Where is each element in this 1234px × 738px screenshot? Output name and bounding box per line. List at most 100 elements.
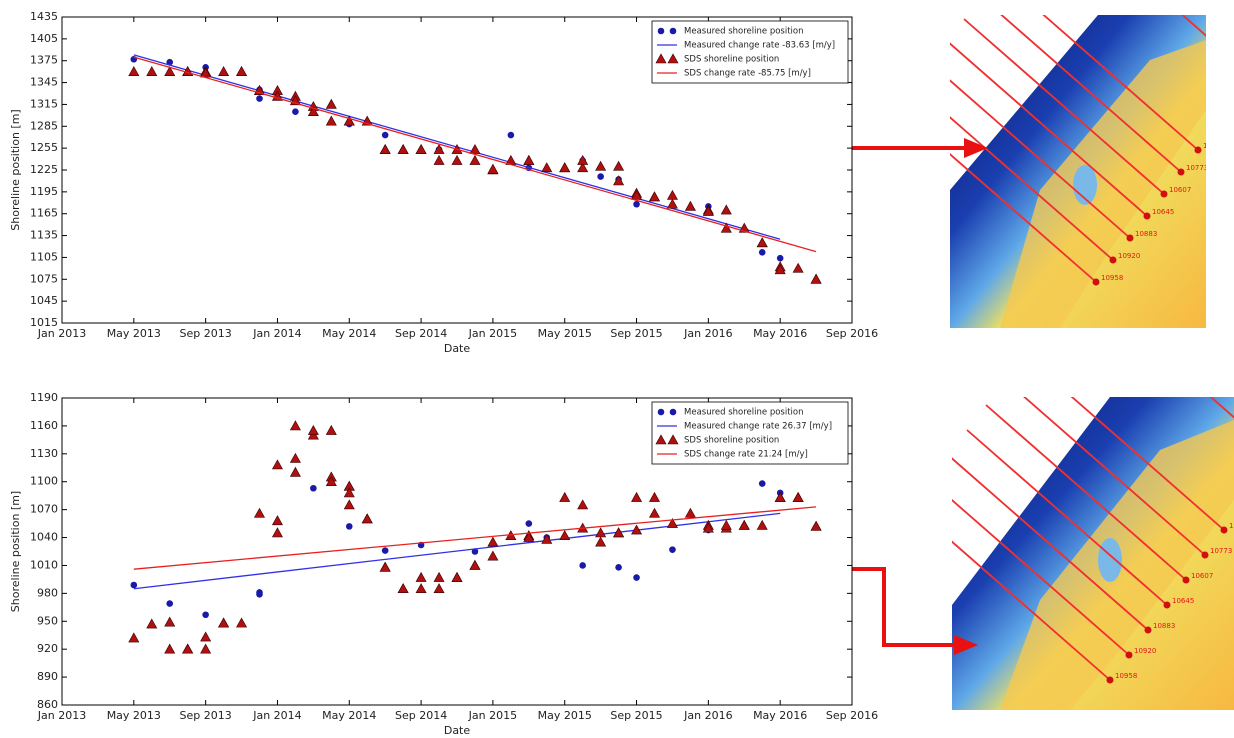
y-tick-label: 1225: [30, 163, 58, 176]
data-point: [615, 564, 622, 571]
transect-end: [1144, 213, 1151, 220]
x-tick-label: Jan 2015: [468, 327, 517, 340]
y-tick-label: 1100: [30, 475, 58, 488]
y-tick-label: 1135: [30, 229, 58, 242]
y-tick-label: 1040: [30, 531, 58, 544]
transect-end: [1127, 235, 1134, 242]
legend-label: SDS shoreline position: [684, 55, 779, 65]
data-point: [256, 95, 263, 102]
legend: Measured shoreline position Measured chan…: [652, 21, 848, 83]
y-axis-label: Shoreline position [m]: [9, 491, 22, 612]
transect-label: 10607: [1169, 186, 1191, 194]
transect-end: [1202, 552, 1209, 559]
data-point: [669, 546, 676, 553]
y-tick-label: 890: [37, 670, 58, 683]
transect-label: 10607: [1191, 572, 1213, 580]
legend: Measured shoreline position Measured chan…: [652, 402, 848, 464]
transect-label: 10883: [1135, 230, 1157, 238]
x-tick-label: Jan 2016: [683, 327, 732, 340]
chart: 1015104510751105113511651195122512551285…: [9, 10, 878, 355]
x-tick-label: Sep 2014: [395, 709, 447, 722]
transect-label: 10958: [1115, 672, 1137, 680]
chart: 8608909209509801010104010701100113011601…: [9, 391, 878, 737]
data-point: [759, 480, 766, 487]
legend-marker: [658, 28, 665, 35]
transect-end: [1221, 527, 1228, 534]
transect-end: [1107, 677, 1114, 684]
x-tick-label: May 2013: [107, 327, 161, 340]
data-point: [256, 591, 263, 598]
data-point: [526, 520, 533, 527]
transect-end: [1183, 577, 1190, 584]
y-tick-label: 1285: [30, 119, 58, 132]
x-tick-label: Jan 2015: [468, 709, 517, 722]
legend-marker: [658, 409, 665, 416]
y-tick-label: 1345: [30, 76, 58, 89]
y-tick-label: 1070: [30, 503, 58, 516]
data-point: [597, 173, 604, 180]
y-tick-label: 950: [37, 614, 58, 627]
y-tick-label: 1045: [30, 294, 58, 307]
y-tick-label: 1130: [30, 447, 58, 460]
y-axis-label: Shoreline position [m]: [9, 109, 22, 230]
transect-end: [1164, 602, 1171, 609]
x-tick-label: Jan 2016: [683, 709, 732, 722]
data-point: [292, 108, 299, 115]
x-tick-label: Sep 2013: [180, 709, 232, 722]
data-point: [579, 562, 586, 569]
transect-label: 10958: [1101, 274, 1123, 282]
y-tick-label: 920: [37, 642, 58, 655]
legend-label: SDS change rate -85.75 [m/y]: [684, 69, 811, 79]
data-point: [382, 132, 389, 139]
legend-label: SDS change rate 21.24 [m/y]: [684, 450, 808, 460]
transect-label: 10920: [1118, 252, 1140, 260]
y-tick-label: 1435: [30, 10, 58, 23]
transect-label: 10773: [1186, 164, 1208, 172]
x-tick-label: Sep 2015: [610, 327, 662, 340]
transect-end: [1161, 191, 1168, 198]
transect-label: 10645: [1172, 597, 1194, 605]
y-tick-label: 1075: [30, 272, 58, 285]
x-tick-label: Jan 2014: [252, 709, 301, 722]
y-tick-label: 980: [37, 586, 58, 599]
transect-label: 10773: [1210, 547, 1232, 555]
data-point: [382, 547, 389, 554]
data-point: [633, 574, 640, 581]
x-tick-label: Jan 2013: [37, 709, 86, 722]
y-tick-label: 1165: [30, 207, 58, 220]
data-point: [310, 485, 317, 492]
data-point: [131, 582, 138, 589]
x-tick-label: May 2016: [753, 327, 807, 340]
legend-marker: [670, 409, 677, 416]
y-tick-label: 1315: [30, 97, 58, 110]
legend-label: Measured change rate 26.37 [m/y]: [684, 422, 832, 432]
y-tick-label: 1255: [30, 141, 58, 154]
x-axis-label: Date: [444, 342, 471, 355]
map-image: 1074107731060710645108831092010958: [896, 0, 1228, 328]
transect-label: 1074: [1229, 522, 1234, 530]
y-tick-label: 1160: [30, 419, 58, 432]
transect-label: 10883: [1153, 622, 1175, 630]
legend-label: Measured shoreline position: [684, 408, 804, 418]
x-tick-label: May 2013: [107, 709, 161, 722]
data-point: [508, 132, 515, 139]
data-point: [166, 600, 173, 607]
transect-end: [1178, 169, 1185, 176]
transect-end: [1093, 279, 1100, 286]
legend-marker: [670, 28, 677, 35]
x-tick-label: Sep 2014: [395, 327, 447, 340]
data-point: [759, 249, 766, 256]
legend-label: Measured change rate -83.63 [m/y]: [684, 41, 835, 51]
data-point: [777, 255, 784, 262]
transect-end: [1195, 147, 1202, 154]
x-tick-label: May 2016: [753, 709, 807, 722]
legend-label: Measured shoreline position: [684, 27, 804, 37]
y-tick-label: 1190: [30, 391, 58, 404]
transect-label: 1074: [1203, 142, 1221, 150]
x-tick-label: Sep 2016: [826, 709, 878, 722]
y-tick-label: 1405: [30, 32, 58, 45]
x-tick-label: Sep 2013: [180, 327, 232, 340]
transect-end: [1126, 652, 1133, 659]
y-tick-label: 1375: [30, 54, 58, 67]
transect-end: [1110, 257, 1117, 264]
